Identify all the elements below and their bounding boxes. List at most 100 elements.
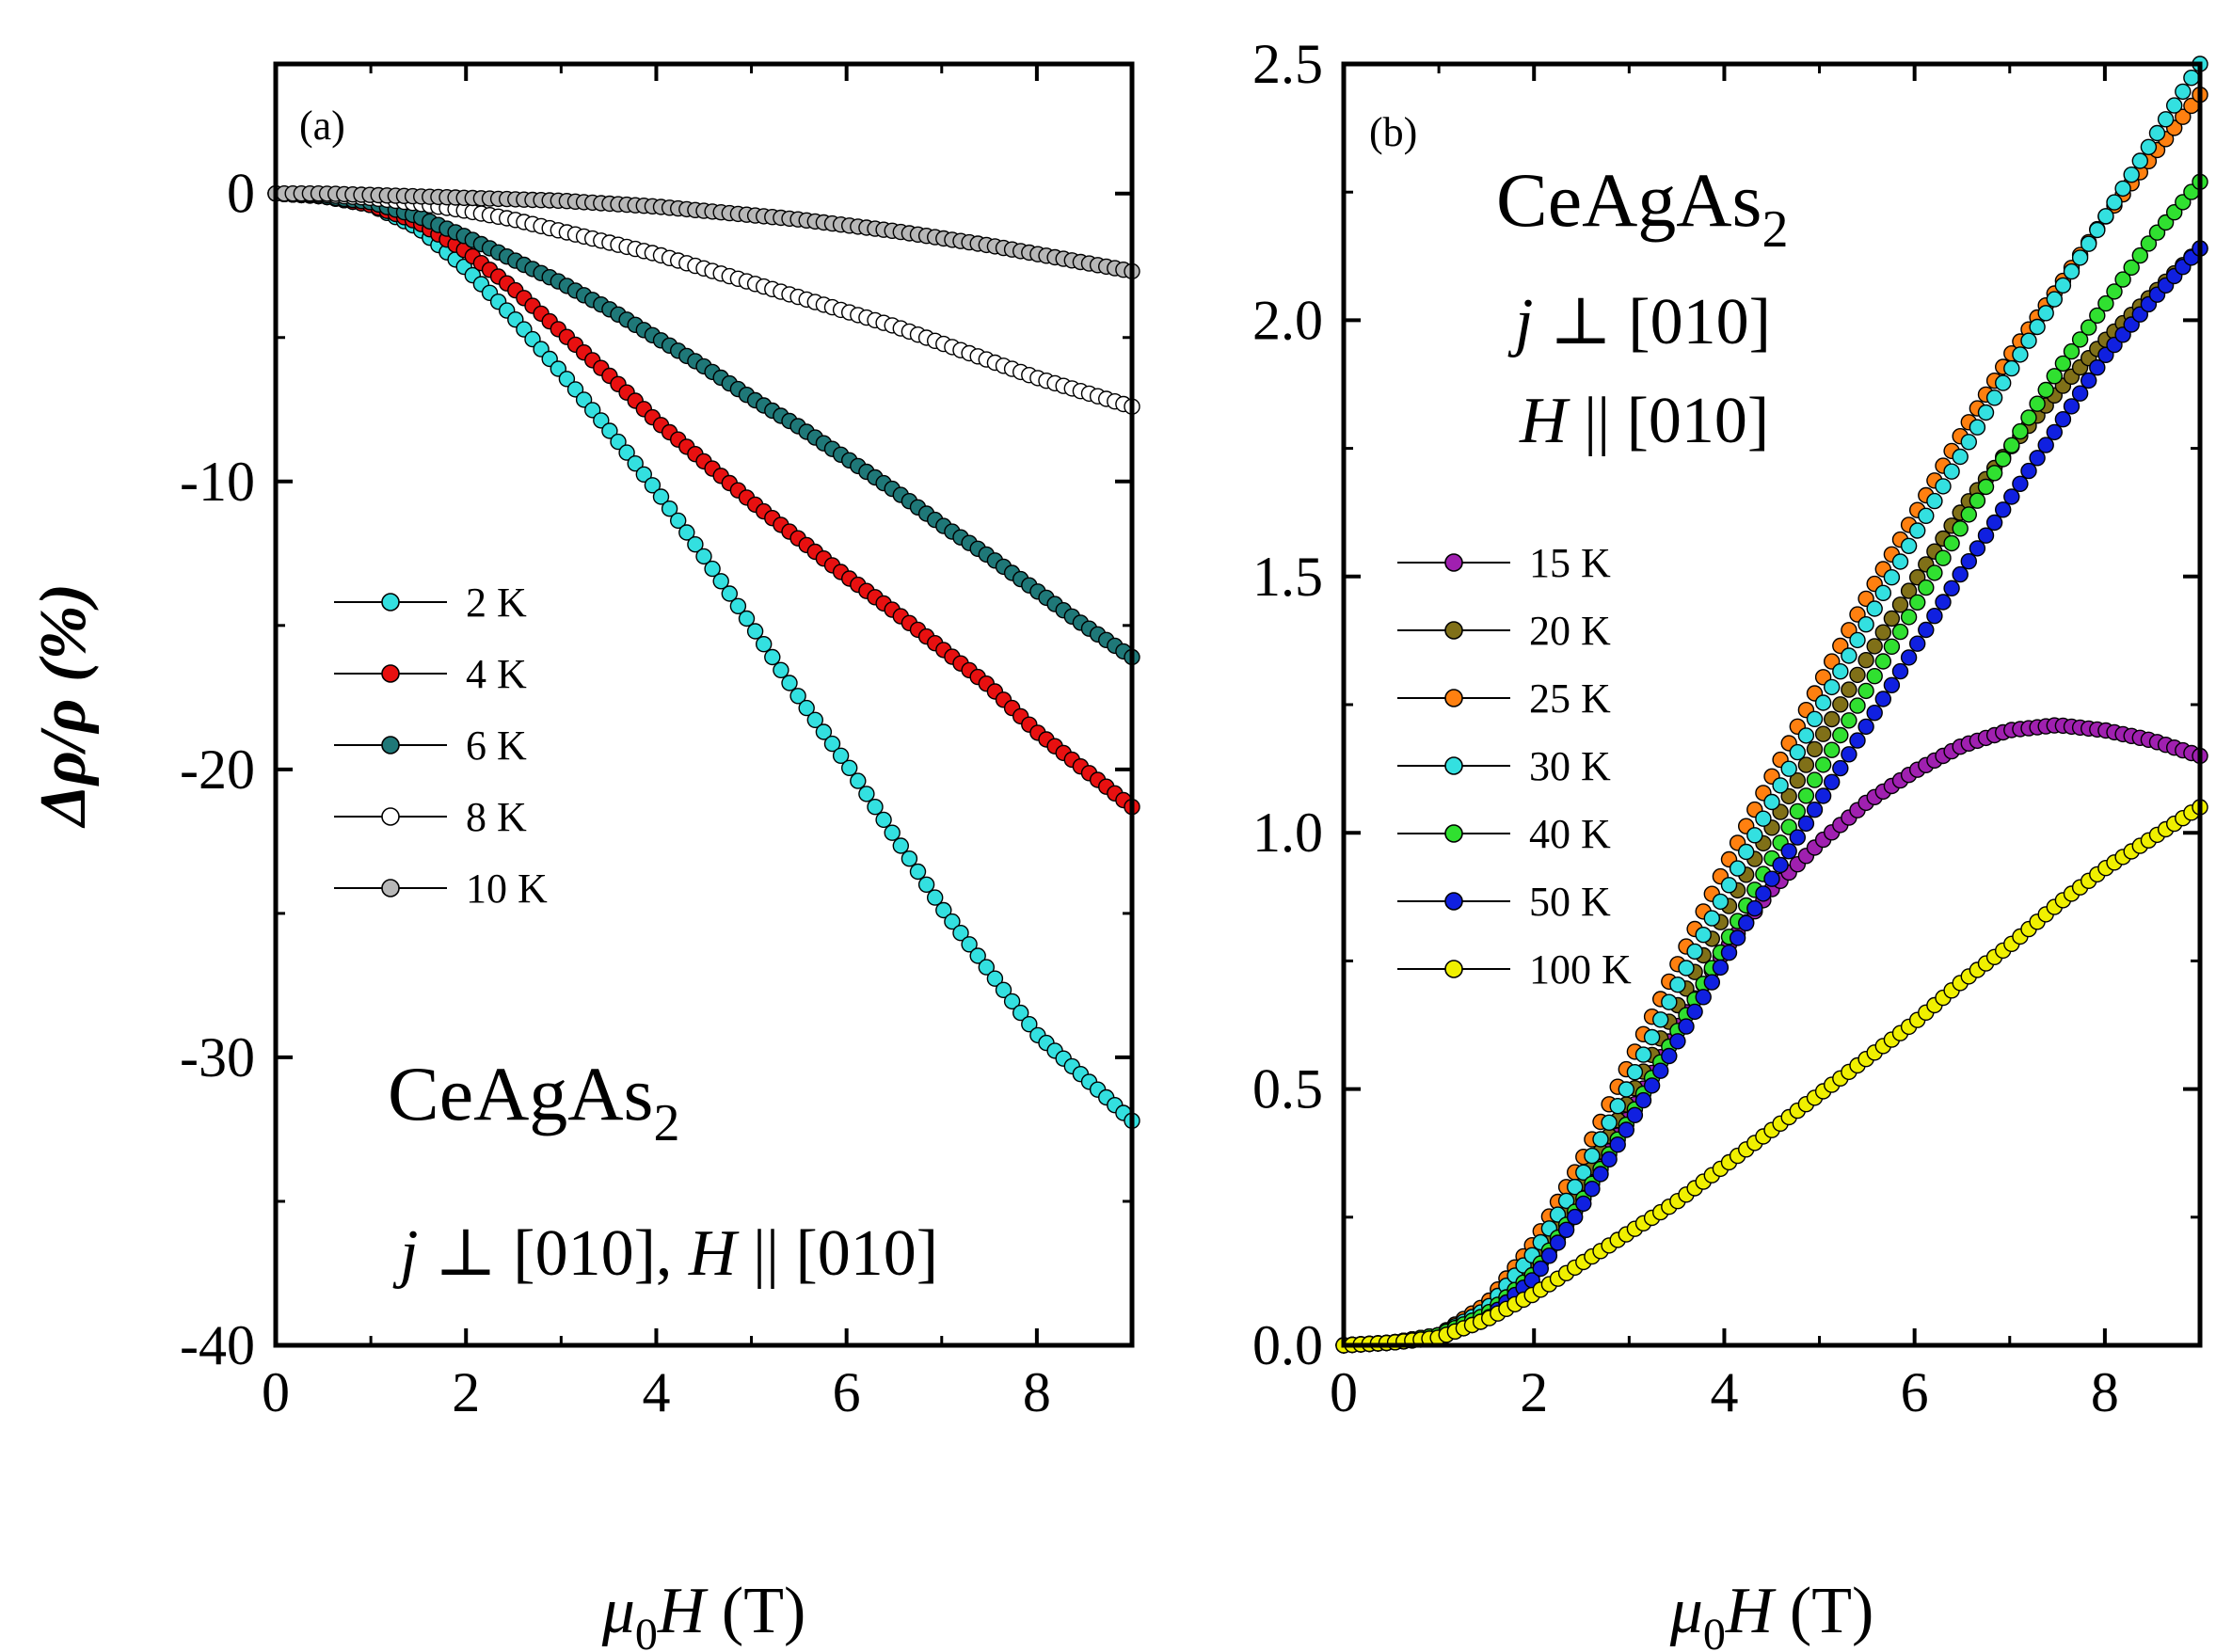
data-point bbox=[1985, 465, 2003, 482]
data-point bbox=[1943, 463, 1960, 480]
panel-a-y-tick-label: -40 bbox=[180, 1314, 255, 1376]
panel-a-series-2k bbox=[267, 184, 1140, 1130]
data-point bbox=[1746, 827, 1763, 844]
data-point bbox=[661, 500, 678, 517]
data-point bbox=[1678, 1018, 1695, 1035]
legend-label: 30 K bbox=[1529, 743, 1611, 789]
data-point bbox=[1806, 771, 1824, 788]
data-point bbox=[969, 947, 986, 964]
data-point bbox=[1584, 1147, 1601, 1165]
data-point bbox=[952, 925, 969, 942]
data-point bbox=[2089, 221, 2106, 239]
data-point bbox=[944, 913, 961, 930]
data-point bbox=[1943, 580, 1960, 596]
data-point bbox=[1918, 621, 1935, 639]
data-point bbox=[995, 981, 1012, 999]
legend-label: 2 K bbox=[466, 580, 527, 626]
data-point bbox=[1557, 1221, 1575, 1239]
data-point bbox=[2063, 398, 2081, 415]
data-point bbox=[2063, 342, 2081, 360]
data-point bbox=[1763, 793, 1780, 811]
panel-b-compound: CeAgAs2 bbox=[1496, 157, 1788, 259]
data-point bbox=[1891, 662, 1909, 680]
data-point bbox=[2106, 194, 2123, 211]
data-point bbox=[1797, 815, 1815, 833]
data-point bbox=[2071, 249, 2089, 266]
panel-a-plot-area bbox=[267, 184, 1140, 1130]
data-point bbox=[1532, 1260, 1550, 1278]
data-point bbox=[2012, 475, 2029, 492]
panel-b-condition-line1: j ⊥ [010] bbox=[1507, 286, 1771, 358]
data-point bbox=[927, 889, 944, 906]
panel-a-x-tick-label: 8 bbox=[1023, 1361, 1051, 1423]
panel-a-y-tick-label: -20 bbox=[180, 739, 255, 801]
data-point bbox=[2037, 437, 2054, 453]
data-point bbox=[2114, 180, 2131, 198]
data-point bbox=[1806, 802, 1824, 818]
data-point bbox=[978, 959, 996, 976]
data-point bbox=[1841, 712, 1857, 729]
data-point bbox=[729, 597, 747, 614]
data-point bbox=[1789, 772, 1807, 789]
data-point bbox=[1883, 610, 1901, 627]
data-point bbox=[1634, 1046, 1652, 1063]
data-point bbox=[1832, 759, 1849, 777]
data-point bbox=[1609, 1097, 1626, 1115]
panel-b-ticks: 0 2 4 6 8 0.0 0.5 1.0 1.5 2.0 2.5 bbox=[1252, 33, 2200, 1423]
data-point bbox=[1686, 943, 1703, 961]
data-point bbox=[961, 936, 978, 953]
data-point bbox=[2106, 283, 2123, 300]
data-point bbox=[875, 811, 892, 829]
data-point bbox=[2123, 166, 2140, 183]
data-point bbox=[1601, 1151, 1618, 1168]
data-point bbox=[1900, 609, 1918, 626]
data-point bbox=[1841, 681, 1857, 698]
panel-a-ticks: 0 2 4 6 8 0 -10 -20 -30 -40 bbox=[180, 64, 1132, 1423]
legend-label: 10 K bbox=[466, 866, 548, 912]
data-point bbox=[1874, 653, 1892, 670]
data-point bbox=[2029, 395, 2046, 412]
data-point bbox=[1797, 727, 1815, 744]
panel-b-frame bbox=[1341, 61, 2203, 1348]
data-point bbox=[1960, 506, 1978, 523]
data-point bbox=[1678, 960, 1695, 977]
data-point bbox=[2131, 152, 2149, 169]
data-point bbox=[798, 699, 815, 717]
data-point bbox=[2080, 319, 2097, 336]
panel-a-x-tick-label: 0 bbox=[262, 1361, 290, 1423]
legend-label: 4 K bbox=[466, 651, 527, 697]
data-point bbox=[2123, 259, 2140, 277]
panel-b-plot-area bbox=[1335, 56, 2208, 1354]
panel-a-frame bbox=[273, 61, 1135, 1348]
data-point bbox=[1780, 787, 1797, 805]
legend-marker bbox=[1444, 960, 1463, 978]
data-point bbox=[2012, 346, 2029, 363]
legend-marker bbox=[1444, 621, 1463, 640]
data-point bbox=[1806, 740, 1824, 758]
data-point bbox=[1985, 389, 2003, 406]
data-point bbox=[1626, 1063, 1644, 1081]
data-point bbox=[2003, 437, 2020, 453]
panel-b-x-tick-label: 0 bbox=[1330, 1361, 1358, 1423]
data-point bbox=[1969, 540, 1986, 557]
data-point bbox=[1908, 522, 1926, 539]
data-point bbox=[1935, 549, 1952, 566]
legend-marker bbox=[1444, 689, 1463, 707]
legend-label: 100 K bbox=[1529, 946, 1632, 993]
data-point bbox=[1661, 993, 1678, 1010]
panel-b: 0 2 4 6 8 0.0 0.5 1.0 1.5 2.0 2.5 15 K 20 K 25 K 30 K… bbox=[1252, 33, 2208, 1423]
data-point bbox=[1651, 1011, 1669, 1028]
data-point bbox=[1789, 743, 1807, 761]
data-point bbox=[2037, 381, 2054, 399]
data-point bbox=[1797, 787, 1815, 804]
data-point bbox=[1866, 600, 1883, 617]
data-point bbox=[2003, 359, 2020, 377]
data-point bbox=[712, 573, 729, 590]
data-point bbox=[1935, 594, 1952, 611]
panel-b-y-tick-label: 1.0 bbox=[1252, 802, 1323, 864]
data-point bbox=[2071, 385, 2089, 402]
data-point bbox=[1883, 638, 1901, 655]
data-point bbox=[1669, 976, 1686, 993]
panel-b-x-tick-label: 4 bbox=[1710, 1361, 1738, 1423]
